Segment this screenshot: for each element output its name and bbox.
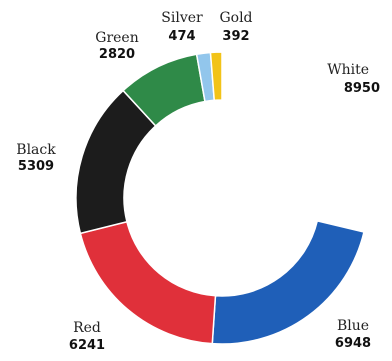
label-red: Red 6241: [69, 320, 105, 353]
label-silver-value: 474: [168, 29, 195, 44]
label-green: Green 2820: [95, 30, 138, 62]
label-blue-name: Blue: [337, 318, 369, 334]
label-green-name: Green: [95, 30, 138, 46]
label-black-value: 5309: [18, 159, 54, 174]
donut-slices: [75, 51, 369, 345]
label-gold: Gold 392: [219, 10, 252, 44]
label-white-name: White: [327, 62, 369, 78]
label-white-value: 8950: [344, 81, 380, 96]
slice-gold: [209, 51, 223, 102]
slice-white: [221, 51, 369, 233]
label-black: Black 5309: [16, 142, 56, 174]
label-gold-name: Gold: [219, 10, 252, 26]
label-white: White 8950: [327, 62, 380, 96]
label-blue-value: 6948: [335, 336, 371, 351]
label-green-value: 2820: [99, 47, 135, 62]
label-blue: Blue 6948: [335, 318, 371, 351]
label-black-name: Black: [16, 142, 56, 158]
label-silver: Silver 474: [161, 10, 203, 44]
label-red-name: Red: [73, 320, 101, 336]
label-gold-value: 392: [222, 29, 249, 44]
label-red-value: 6241: [69, 338, 105, 353]
label-silver-name: Silver: [161, 10, 203, 26]
